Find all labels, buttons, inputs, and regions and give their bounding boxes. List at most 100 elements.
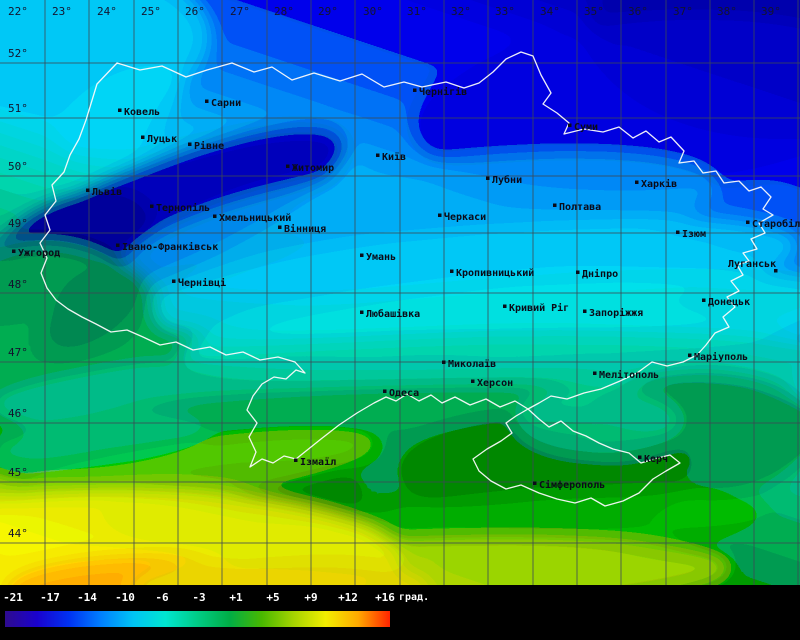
city-dot <box>86 188 90 192</box>
temperature-map: 22° 23° 24° 25° 26° 27° 28° 29° 30° 31° 32° 33° 34° 3… <box>0 0 800 585</box>
legend: -21-17-14-10-6-3+1+5+9+12+16 град. ПРОГН… <box>0 585 800 640</box>
city-label: Харків <box>641 178 677 190</box>
city-label: Лубни <box>492 174 522 186</box>
city-dot <box>774 269 778 273</box>
city-label: Сімферополь <box>539 479 605 491</box>
city-dot <box>376 153 380 157</box>
city-label: Луганськ <box>728 259 776 270</box>
longitude-label: 37° <box>673 5 693 18</box>
latitude-label: 47° <box>8 346 28 359</box>
city-label: Кривий Ріг <box>509 302 569 314</box>
city-label: Рівне <box>194 140 224 152</box>
city-dot <box>688 353 692 357</box>
longitude-label: 31° <box>407 5 427 18</box>
city-label: Львів <box>92 186 122 198</box>
city-label: Одеса <box>389 388 419 399</box>
city-label: Київ <box>382 151 406 163</box>
mainland-outline <box>39 51 774 468</box>
city-dot <box>635 180 639 184</box>
city-label: Ізмаїл <box>300 456 336 468</box>
city-label: Полтава <box>559 202 601 213</box>
city-dot <box>360 253 364 257</box>
longitude-label: 32° <box>451 5 471 18</box>
latitude-labels: 52° 51° 50° 49° 48° 47° 46° 45° 44° <box>8 47 28 540</box>
city-label: Умань <box>366 252 396 263</box>
city-label: Ковель <box>124 107 160 118</box>
longitude-label: 36° <box>628 5 648 18</box>
legend-tick: -10 <box>115 591 135 604</box>
city-label: Маріуполь <box>694 351 748 363</box>
latitude-label: 49° <box>8 217 28 230</box>
longitude-label: 29° <box>318 5 338 18</box>
city-dot <box>702 298 706 302</box>
city-label: Керч <box>644 454 668 465</box>
city-label: Старобільськ <box>752 218 800 230</box>
city-label: Херсон <box>477 378 513 389</box>
city-label: Запоріжжя <box>589 307 643 319</box>
city-dot <box>503 304 507 308</box>
city-label: Чернігів <box>419 86 467 98</box>
city-dot <box>486 176 490 180</box>
city-dot <box>205 99 209 103</box>
city-dot <box>188 142 192 146</box>
city-dot <box>676 230 680 234</box>
longitude-label: 24° <box>97 5 117 18</box>
city-dot <box>141 135 145 139</box>
legend-tick: +9 <box>304 591 318 604</box>
latitude-label: 52° <box>8 47 28 60</box>
legend-unit: град. <box>399 592 430 603</box>
city-label: Любашівка <box>366 308 420 320</box>
city-dot <box>286 164 290 168</box>
longitude-label: 26° <box>185 5 205 18</box>
city-dot <box>118 108 122 112</box>
latitude-label: 44° <box>8 527 28 540</box>
city-dot <box>278 225 282 229</box>
temperature-field <box>0 0 800 585</box>
legend-tick: +5 <box>266 591 280 604</box>
longitude-label: 39° <box>761 5 781 18</box>
city-dot <box>172 279 176 283</box>
city-dot <box>576 270 580 274</box>
latitude-label: 45° <box>8 466 28 479</box>
city-dot <box>294 458 298 462</box>
city-dot <box>12 249 16 253</box>
legend-tick: +1 <box>229 591 243 604</box>
city-label: Ізюм <box>682 229 706 240</box>
city-labels: Чернігів Сарни Ковель Луцьк Рівне Суми Київ Жит… <box>12 86 800 491</box>
legend-tick: -3 <box>192 591 206 604</box>
city-dot <box>638 455 642 459</box>
city-dot <box>553 203 557 207</box>
city-dot <box>360 310 364 314</box>
longitude-label: 22° <box>8 5 28 18</box>
graticule <box>0 0 800 585</box>
latitude-label: 46° <box>8 407 28 420</box>
city-label: Хмельницький <box>219 212 291 224</box>
city-dot <box>450 269 454 273</box>
legend-tick: +12 <box>338 591 358 604</box>
city-label: Черкаси <box>444 211 486 223</box>
city-label: Ужгород <box>18 248 60 259</box>
city-label: Донецьк <box>708 297 750 308</box>
legend-tick: -17 <box>40 591 60 604</box>
city-label: Тернопіль <box>156 202 210 214</box>
city-label: Мелітополь <box>599 369 659 381</box>
city-dot <box>533 481 537 485</box>
city-dot <box>471 379 475 383</box>
city-dot <box>213 214 217 218</box>
latitude-label: 50° <box>8 160 28 173</box>
city-dot <box>383 389 387 393</box>
ukraine-border <box>39 51 774 507</box>
city-dot <box>593 371 597 375</box>
longitude-label: 34° <box>540 5 560 18</box>
city-dot <box>746 220 750 224</box>
longitude-label: 33° <box>495 5 515 18</box>
city-label: Вінниця <box>284 223 326 235</box>
longitude-labels: 22° 23° 24° 25° 26° 27° 28° 29° 30° 31° 32° 33° 34° 3… <box>8 5 781 18</box>
city-label: Кропивницький <box>456 267 534 279</box>
city-dot <box>568 123 572 127</box>
latitude-label: 48° <box>8 278 28 291</box>
longitude-label: 30° <box>363 5 383 18</box>
city-label: Дніпро <box>582 268 618 280</box>
longitude-label: 38° <box>717 5 737 18</box>
